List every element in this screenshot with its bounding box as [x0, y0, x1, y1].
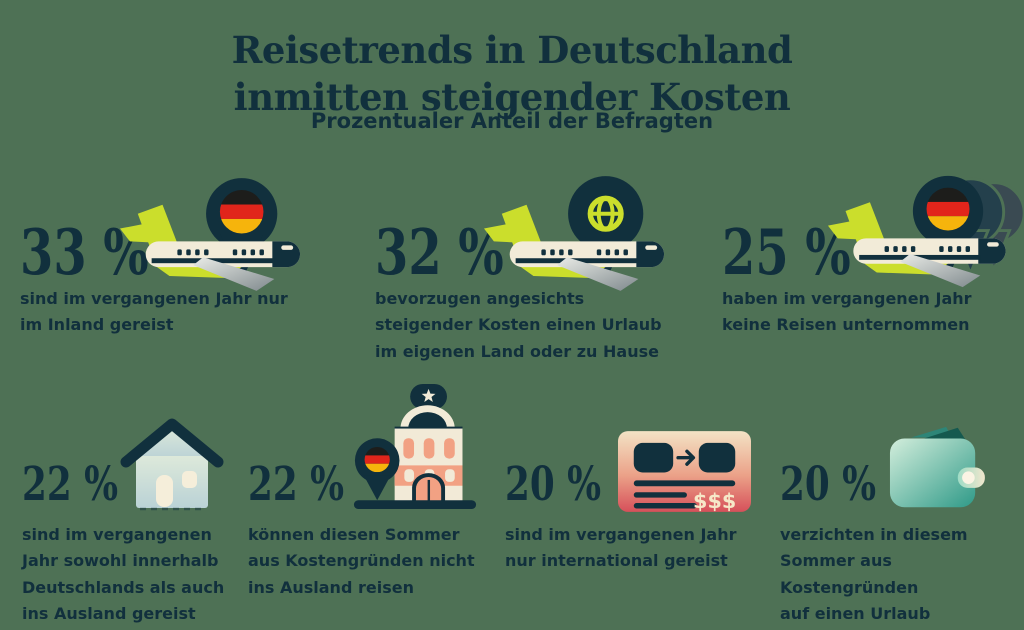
- stat-value: 22 %: [22, 457, 119, 512]
- arrow-icon: [676, 449, 696, 466]
- stat-caption: sind im vergangenen Jahr nur im Inland g…: [20, 289, 288, 335]
- stat-caption: haben im vergangenen Jahr keine Reisen u…: [722, 289, 972, 335]
- travel-ticket-icon: $$$: [618, 431, 751, 516]
- stat-caption: sind im vergangenen Jahr nur internation…: [505, 525, 737, 571]
- plane-globe-pin-icon: [482, 172, 670, 300]
- stat-value: 32 %: [375, 215, 504, 289]
- page-title: Reisetrends in Deutschland inmitten stei…: [231, 27, 793, 120]
- stat-value: 20 %: [780, 457, 877, 512]
- wallet-icon: [884, 422, 986, 518]
- stat-caption: bevorzugen angesichts steigender Kosten …: [375, 289, 662, 361]
- stat-caption: verzichten in diesem Sommer aus Kostengr…: [780, 525, 968, 624]
- plane-germany-pin-icon: [118, 172, 306, 300]
- plane-germany-pin-trail-icon: [826, 170, 1024, 298]
- house-icon: [120, 412, 225, 516]
- stat-value: 20 %: [505, 457, 602, 512]
- page-subtitle: Prozentualer Anteil der Befragten: [310, 109, 714, 133]
- stat-caption: können diesen Sommer aus Kostengründen n…: [248, 525, 475, 597]
- stat-value: 25 %: [722, 215, 851, 289]
- hotel-germany-pin-icon: [352, 378, 478, 518]
- dollar-signs-label: $$$: [693, 489, 736, 512]
- stat-caption: sind im vergangenen Jahr sowohl innerhal…: [22, 525, 225, 624]
- stat-value: 22 %: [248, 457, 345, 512]
